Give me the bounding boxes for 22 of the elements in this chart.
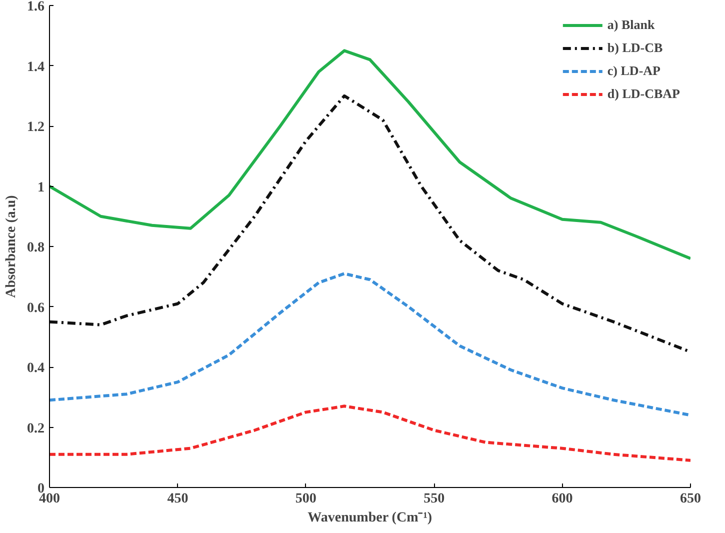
y-tick-label: 0.8 [27,240,44,256]
x-tick-label: 500 [295,492,316,506]
y-tick-label: 1.6 [27,0,44,14]
x-tick-label: 650 [680,492,701,506]
legend-label: d) LD-CBAP [607,86,680,102]
y-tick-label: 1 [38,180,44,196]
legend-label: c) LD-AP [607,63,660,79]
y-tick-label: 1.2 [27,120,44,135]
y-tick-label: 0.6 [27,300,44,316]
y-axis-title: Absorbance (a.u) [4,194,19,298]
x-axis-title: Wavenumber (Cm⁻¹) [308,510,432,526]
line-series [50,404,690,462]
x-tick-label: 550 [424,492,445,506]
y-tick-label: 1.4 [27,60,44,75]
legend-label: a) Blank [607,17,655,33]
x-tick-label: 450 [167,492,188,506]
line-series [50,272,690,417]
x-tick-label: 600 [552,492,573,506]
legend-label: b) LD-CB [607,40,663,56]
y-tick-label: 0.4 [27,361,44,376]
x-tick-label: 400 [39,492,60,506]
y-tick-label: 0.2 [27,421,44,436]
